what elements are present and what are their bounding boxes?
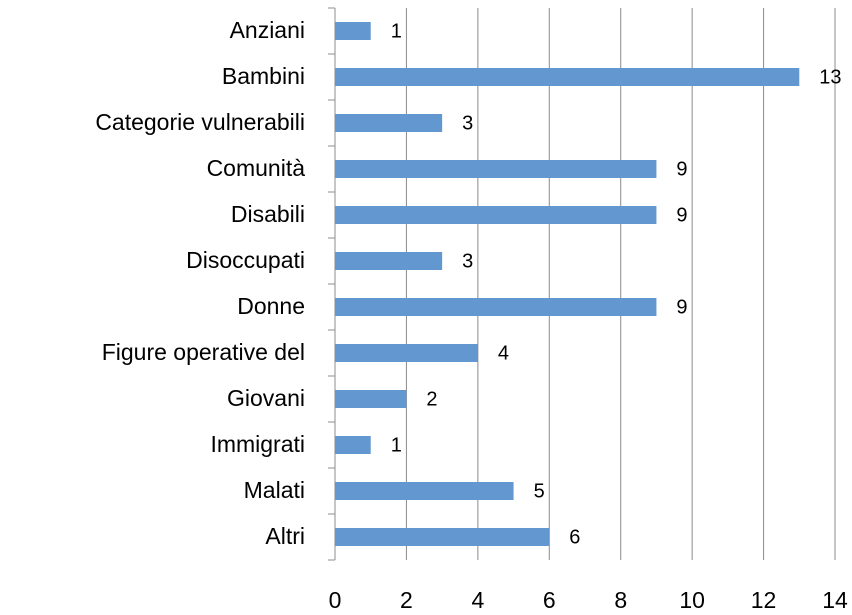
data-label: 3 xyxy=(462,112,473,134)
x-tick-label: 0 xyxy=(329,587,342,613)
x-tick-label: 10 xyxy=(679,587,705,613)
bar xyxy=(335,436,371,454)
y-tick-label: Figure operative del xyxy=(102,339,305,365)
y-tick-label: Altri xyxy=(265,523,305,549)
x-tick-label: 8 xyxy=(614,587,627,613)
data-label: 9 xyxy=(676,296,687,318)
bar xyxy=(335,298,657,316)
data-label: 6 xyxy=(569,526,580,548)
data-label: 5 xyxy=(534,480,545,502)
y-tick-label: Anziani xyxy=(230,17,305,43)
bar xyxy=(335,68,800,86)
bar xyxy=(335,160,657,178)
y-tick-label: Immigrati xyxy=(210,431,305,457)
y-tick-label: Bambini xyxy=(222,63,305,89)
y-tick-label: Disabili xyxy=(231,201,305,227)
bar xyxy=(335,252,443,270)
bar xyxy=(335,206,657,224)
data-label: 2 xyxy=(426,388,437,410)
y-tick-label: Disoccupati xyxy=(186,247,305,273)
data-label: 1 xyxy=(391,434,402,456)
data-label: 9 xyxy=(676,204,687,226)
bar xyxy=(335,390,407,408)
y-tick-label: Malati xyxy=(244,477,305,503)
y-tick-label: Donne xyxy=(237,293,305,319)
data-label: 4 xyxy=(498,342,509,364)
data-label: 9 xyxy=(676,158,687,180)
x-tick-label: 2 xyxy=(400,587,413,613)
x-tick-label: 6 xyxy=(543,587,556,613)
data-label: 13 xyxy=(819,66,841,88)
y-tick-label: Comunità xyxy=(207,155,306,181)
x-tick-label: 14 xyxy=(822,587,848,613)
x-tick-label: 12 xyxy=(751,587,777,613)
y-tick-label: Giovani xyxy=(227,385,305,411)
data-label: 1 xyxy=(391,20,402,42)
data-label: 3 xyxy=(462,250,473,272)
bar xyxy=(335,528,550,546)
x-tick-label: 4 xyxy=(471,587,484,613)
bar xyxy=(335,22,371,40)
y-tick-label: Categorie vulnerabili xyxy=(95,109,305,135)
bar xyxy=(335,344,478,362)
bar xyxy=(335,114,443,132)
bar xyxy=(335,482,514,500)
